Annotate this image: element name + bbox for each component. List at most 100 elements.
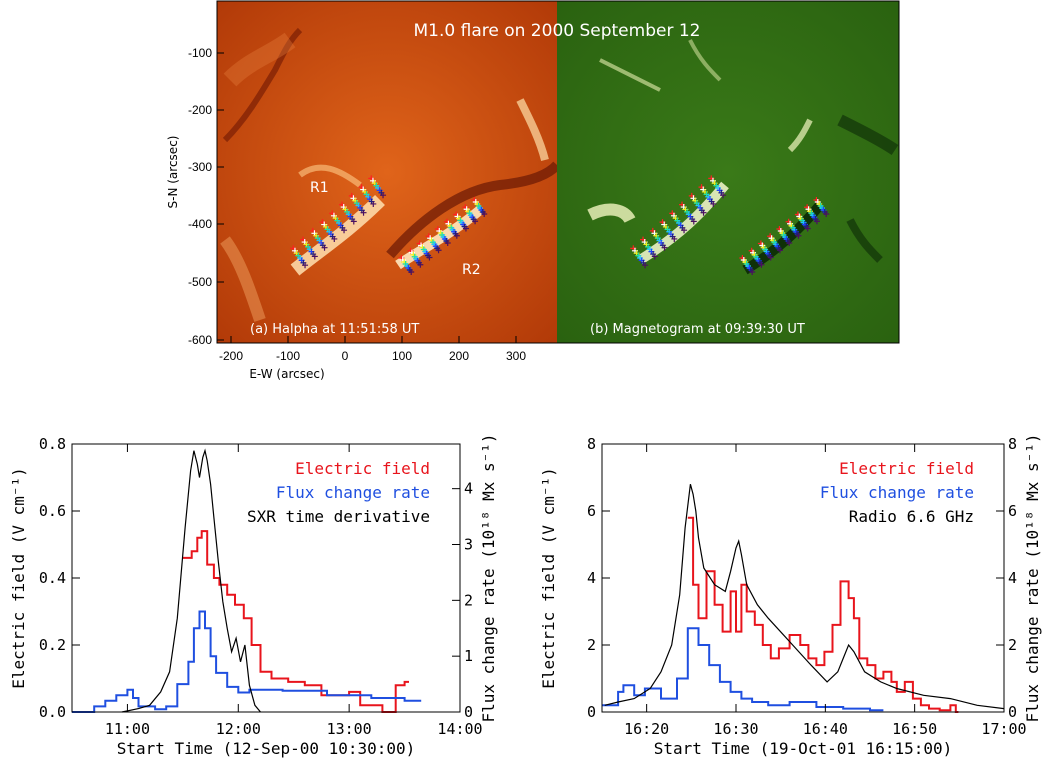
legend-entry: Flux change rate [276, 483, 430, 502]
ribbon-marker [472, 218, 479, 225]
top-ytick-label: -200 [188, 103, 212, 117]
legend-entry: SXR time derivative [247, 507, 430, 526]
x-axis-label: Start Time (12-Sep-00 10:30:00) [117, 739, 416, 758]
top-xtick-label: 200 [449, 349, 469, 363]
ribbon-marker [311, 253, 318, 260]
ytick-label: 0.4 [39, 569, 66, 587]
ribbon-markers-a [290, 175, 488, 275]
ribbon-marker [767, 254, 774, 261]
y-axis-label: Electric field (V cm⁻¹) [9, 467, 28, 689]
series-line-flux-change-rate [72, 610, 422, 713]
legend-entry: Electric field [839, 459, 974, 478]
y2-axis-label: Flux change rate (10¹⁸ Mx s⁻¹) [479, 434, 498, 723]
ribbon-marker [302, 262, 309, 269]
ribbon-marker [681, 227, 688, 234]
ribbon-marker [813, 218, 820, 225]
top-xtick-label: -100 [276, 349, 300, 363]
top-xtick-label: -200 [219, 349, 243, 363]
ribbon-marker [720, 192, 727, 199]
ribbon-marker [331, 235, 338, 242]
ytick-label: 2 [587, 636, 596, 654]
region-label-r1: R1 [310, 180, 329, 196]
series-line-flux-change-rate [602, 627, 884, 712]
top-xtick-label: 0 [342, 349, 349, 363]
xtick-label: 16:40 [803, 720, 848, 738]
series-line-electric-field [687, 516, 959, 713]
ribbon-marker [700, 209, 707, 216]
ribbon-marker [642, 262, 649, 269]
legend-entry: Flux change rate [820, 483, 974, 502]
y2tick-label: 0 [1008, 703, 1017, 721]
halpha-image [217, 1, 557, 343]
y2tick-label: 0 [464, 703, 473, 721]
ytick-label: 0 [587, 703, 596, 721]
y2tick-label: 2 [1008, 636, 1017, 654]
ribbon-marker [710, 200, 717, 207]
legend-entry: Radio 6.6 GHz [849, 507, 974, 526]
ribbon-marker [350, 218, 357, 225]
ytick-label: 0.0 [39, 703, 66, 721]
series-line-sxr-time-derivative [121, 448, 261, 713]
series-line-radio-6-6-ghz [604, 484, 1005, 710]
top-xtick-label: 300 [506, 349, 526, 363]
ytick-label: 0.8 [39, 435, 66, 453]
y2tick-label: 4 [464, 480, 473, 498]
xtick-label: 14:00 [437, 720, 482, 738]
ribbon-marker [758, 261, 765, 268]
ribbon-marker [690, 218, 697, 225]
ribbon-markers-b [630, 175, 830, 275]
ribbon-marker [360, 209, 367, 216]
ribbon-marker [661, 244, 668, 251]
xtick-label: 11:00 [105, 720, 150, 738]
ribbon-marker [651, 253, 658, 260]
image-axes: -100 -200 -300 -400 -500 -600 -200 -100 0 100 200 3… [188, 46, 526, 363]
solar-image-panels: M1.0 flare on 2000 September 12 R1 R2 (a… [166, 0, 900, 381]
ribbon-marker [749, 269, 756, 275]
top-ytick-label: -100 [188, 46, 212, 60]
y2tick-label: 8 [1008, 435, 1017, 453]
ytick-label: 8 [587, 435, 596, 453]
ribbon-marker [786, 240, 793, 246]
ribbon-marker [453, 232, 460, 239]
y-axis-label: Electric field (V cm⁻¹) [539, 467, 558, 689]
ribbon-marker [481, 211, 488, 217]
series-line-electric-field [182, 530, 409, 713]
chart-right: 0 2 4 6 8 0 2 4 6 8 16:20 16:30 16:40 16:50 17:00 Start… [539, 434, 1042, 758]
ribbon-marker [321, 244, 328, 251]
panel-a-label: (a) Halpha at 11:51:58 UT [250, 322, 419, 337]
y2tick-label: 1 [464, 647, 473, 665]
ribbon-marker [795, 232, 802, 239]
xtick-label: 16:30 [713, 720, 758, 738]
top-title: M1.0 flare on 2000 September 12 [414, 21, 701, 41]
top-xlabel: E-W (arcsec) [249, 367, 324, 381]
y2tick-label: 2 [464, 591, 473, 609]
ribbon-marker [804, 225, 811, 232]
legend-entry: Electric field [295, 459, 430, 478]
xtick-label: 16:20 [624, 720, 669, 738]
top-ytick-label: -600 [188, 333, 212, 347]
xtick-label: 13:00 [327, 720, 372, 738]
y2tick-label: 4 [1008, 569, 1017, 587]
ribbon-marker [462, 225, 469, 232]
y2tick-label: 3 [464, 536, 473, 554]
x-axis-label: Start Time (19-Oct-01 16:15:00) [654, 739, 953, 758]
panel-b-label: (b) Magnetogram at 09:39:30 UT [590, 322, 805, 337]
ytick-label: 4 [587, 569, 596, 587]
ribbon-marker [370, 200, 377, 207]
ribbon-marker [776, 247, 783, 254]
top-ytick-label: -300 [188, 160, 212, 174]
top-ytick-label: -500 [188, 275, 212, 289]
xtick-label: 12:00 [216, 720, 261, 738]
y2-axis-label: Flux change rate (10¹⁸ Mx s⁻¹) [1023, 434, 1042, 723]
top-ytick-label: -400 [188, 217, 212, 231]
ribbon-marker [426, 254, 433, 261]
y2tick-label: 6 [1008, 502, 1017, 520]
ribbon-marker [671, 235, 678, 242]
region-label-r2: R2 [462, 262, 481, 278]
ribbon-marker [341, 227, 348, 234]
ytick-label: 0.6 [39, 502, 66, 520]
chart-left: 0.0 0.2 0.4 0.6 0.8 0 1 2 3 4 11:00 12:00 13:00 14:00… [9, 434, 498, 758]
ytick-label: 0.2 [39, 636, 66, 654]
ribbon-marker [444, 240, 451, 246]
